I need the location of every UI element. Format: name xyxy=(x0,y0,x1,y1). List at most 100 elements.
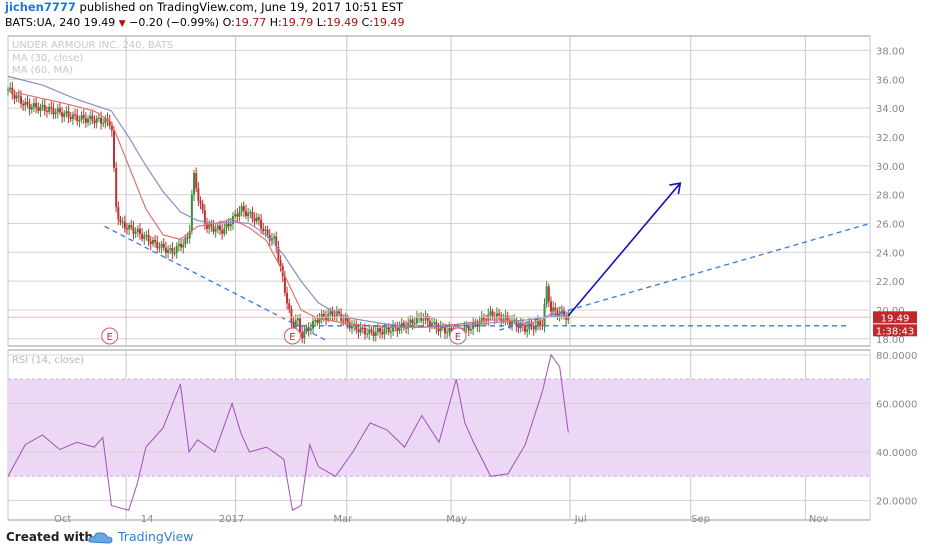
close-value: 19.49 xyxy=(372,16,405,29)
candle-body xyxy=(431,323,434,327)
candle-body xyxy=(547,286,550,302)
y-tick-label: 18.00 xyxy=(876,335,905,346)
candle-body xyxy=(130,225,133,228)
downtrend-line xyxy=(104,225,329,343)
candle-body xyxy=(69,117,72,120)
candle-body xyxy=(43,104,46,111)
candle-body xyxy=(147,234,150,242)
low-label: L: xyxy=(316,16,327,29)
candle-body xyxy=(556,310,559,317)
candle-body xyxy=(214,229,217,232)
candle-body xyxy=(301,332,304,339)
candle-body xyxy=(537,320,540,325)
chart-area[interactable]: 38.00 36.00 34.00 32.00 30.00 28.00 26.00 24.00… xyxy=(0,34,932,524)
candle-body xyxy=(201,203,204,211)
candle-body xyxy=(151,239,154,244)
candle-body xyxy=(84,118,87,123)
uptrend-line xyxy=(499,222,871,331)
candle-body xyxy=(411,319,414,324)
published-text: published on TradingView.com, June 19, 2… xyxy=(79,0,404,14)
candle-body xyxy=(441,326,444,328)
candle-body xyxy=(469,328,472,331)
change-value: −0.20 (−0.99%) xyxy=(129,16,220,29)
earnings-label: E xyxy=(455,332,461,343)
candle-body xyxy=(76,115,79,122)
candle-body xyxy=(558,313,561,317)
candle-body xyxy=(532,326,535,330)
candle-body xyxy=(110,125,113,131)
candle-body xyxy=(303,331,306,339)
candle-body xyxy=(13,94,16,99)
candle-body xyxy=(389,331,392,333)
candle-body xyxy=(240,206,243,212)
candle-body xyxy=(17,95,20,97)
candle-body xyxy=(500,315,503,322)
candle-body xyxy=(95,118,98,123)
candle-body xyxy=(11,87,14,95)
candle-body xyxy=(495,313,498,319)
candle-body xyxy=(234,214,237,216)
x-tick-label: May xyxy=(446,514,467,524)
candle-body xyxy=(91,115,94,121)
candle-body xyxy=(476,323,479,327)
candle-body xyxy=(480,316,483,323)
candle-body xyxy=(524,325,527,332)
candle-body xyxy=(491,311,494,318)
candle-body xyxy=(331,311,334,316)
candle-body xyxy=(9,87,12,90)
x-tick-label: Mar xyxy=(333,514,353,524)
candle-body xyxy=(372,331,375,336)
candle-body xyxy=(413,323,416,325)
candle-body xyxy=(275,236,278,248)
candle-body xyxy=(123,221,126,229)
candle-body xyxy=(398,327,401,332)
candle-body xyxy=(498,313,501,316)
candle-body xyxy=(160,243,163,248)
candle-body xyxy=(15,95,18,99)
candle-body xyxy=(526,329,529,332)
rsi-band xyxy=(8,379,870,477)
candle-body xyxy=(299,318,302,333)
candle-body xyxy=(316,320,319,323)
candle-body xyxy=(119,219,122,223)
candle-body xyxy=(543,304,546,327)
candle-body xyxy=(212,226,215,232)
candle-body xyxy=(197,188,200,201)
candle-body xyxy=(249,212,252,214)
y-tick-label: 30.00 xyxy=(876,162,905,173)
candle-body xyxy=(169,248,172,250)
earnings-label: E xyxy=(289,332,295,343)
candle-body xyxy=(19,96,22,104)
indicator-label: MA (30, close) xyxy=(12,53,83,64)
candle-body xyxy=(344,317,347,321)
candle-body xyxy=(294,320,297,330)
candle-body xyxy=(71,114,74,120)
candle-body xyxy=(528,323,531,330)
tradingview-logo-text[interactable]: TradingView xyxy=(118,529,194,544)
candle-body xyxy=(433,322,436,324)
candle-body xyxy=(396,326,399,332)
x-tick-label: 2017 xyxy=(219,514,244,524)
open-label: O: xyxy=(222,16,235,29)
candle-body xyxy=(251,212,254,219)
candle-body xyxy=(236,214,239,217)
candle-body xyxy=(221,230,224,234)
candle-body xyxy=(125,228,128,230)
author-link[interactable]: jichen7777 xyxy=(5,0,76,14)
candle-body xyxy=(203,210,206,224)
candle-body xyxy=(22,103,25,106)
candle-body xyxy=(253,218,256,222)
x-tick-label: Sep xyxy=(691,514,710,524)
candle-body xyxy=(443,327,446,334)
high-value: 19.79 xyxy=(281,16,314,29)
candle-body xyxy=(229,224,232,227)
y-tick-label: 38.00 xyxy=(876,46,905,57)
candle-body xyxy=(381,332,384,335)
candle-body xyxy=(257,217,260,220)
candle-body xyxy=(37,107,40,111)
price-badge-label: 19.49 xyxy=(881,313,910,324)
candle-body xyxy=(225,223,228,229)
candle-body xyxy=(508,319,511,325)
candle-body xyxy=(353,324,356,327)
main-pane xyxy=(7,35,871,347)
